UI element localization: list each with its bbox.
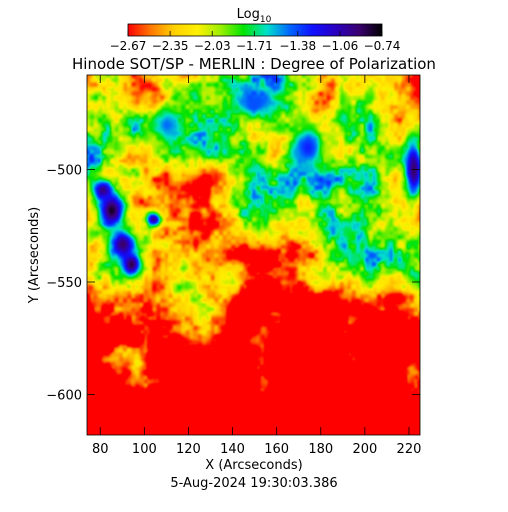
colorbar-tick-label: −2.35 bbox=[152, 39, 189, 53]
x-tick-label: 80 bbox=[92, 442, 109, 457]
x-tick-label: 180 bbox=[308, 442, 333, 457]
heatmap bbox=[87, 75, 420, 435]
colorbar-tick-label: −1.38 bbox=[279, 39, 316, 53]
x-tick-label: 140 bbox=[220, 442, 245, 457]
x-tick-label: 220 bbox=[397, 442, 422, 457]
colorbar-label: Log10 bbox=[237, 7, 272, 25]
y-axis: −500 −550 −600 bbox=[46, 164, 420, 404]
plot-frame bbox=[86, 74, 421, 436]
colorbar-tick-label: −1.06 bbox=[321, 39, 358, 53]
heatmap-container bbox=[87, 75, 420, 435]
timestamp: 5-Aug-2024 19:30:03.386 bbox=[170, 476, 337, 491]
colorbar-ticks: −2.67 −2.35 −2.03 −1.71 −1.38 −1.06 −0.74 bbox=[110, 31, 401, 53]
colorbar-tick-label: −2.67 bbox=[110, 39, 147, 53]
y-tick-label: −600 bbox=[46, 389, 82, 404]
x-tick-label: 120 bbox=[176, 442, 201, 457]
x-tick-label: 160 bbox=[264, 442, 289, 457]
colorbar: Log10 −2.67 −2.35 −2.03 −1.71 −1.38 −1.06 −0.7… bbox=[110, 7, 401, 53]
x-tick-label: 100 bbox=[132, 442, 157, 457]
colorbar-tick-label: −1.71 bbox=[236, 39, 273, 53]
y-tick-label: −500 bbox=[46, 164, 82, 179]
x-axis-label: X (Arcseconds) bbox=[205, 458, 302, 473]
colorbar-tick-label: −2.03 bbox=[194, 39, 231, 53]
chart-title: Hinode SOT/SP - MERLIN : Degree of Polar… bbox=[72, 55, 436, 73]
x-tick-label: 200 bbox=[352, 442, 377, 457]
colorbar-tick-label: −0.74 bbox=[364, 39, 401, 53]
y-tick-label: −550 bbox=[46, 276, 82, 291]
y-axis-label: Y (Arcseconds) bbox=[27, 207, 42, 304]
x-axis: 80 100 120 140 160 180 200 220 bbox=[92, 75, 421, 457]
colorbar-gradient bbox=[127, 23, 383, 37]
